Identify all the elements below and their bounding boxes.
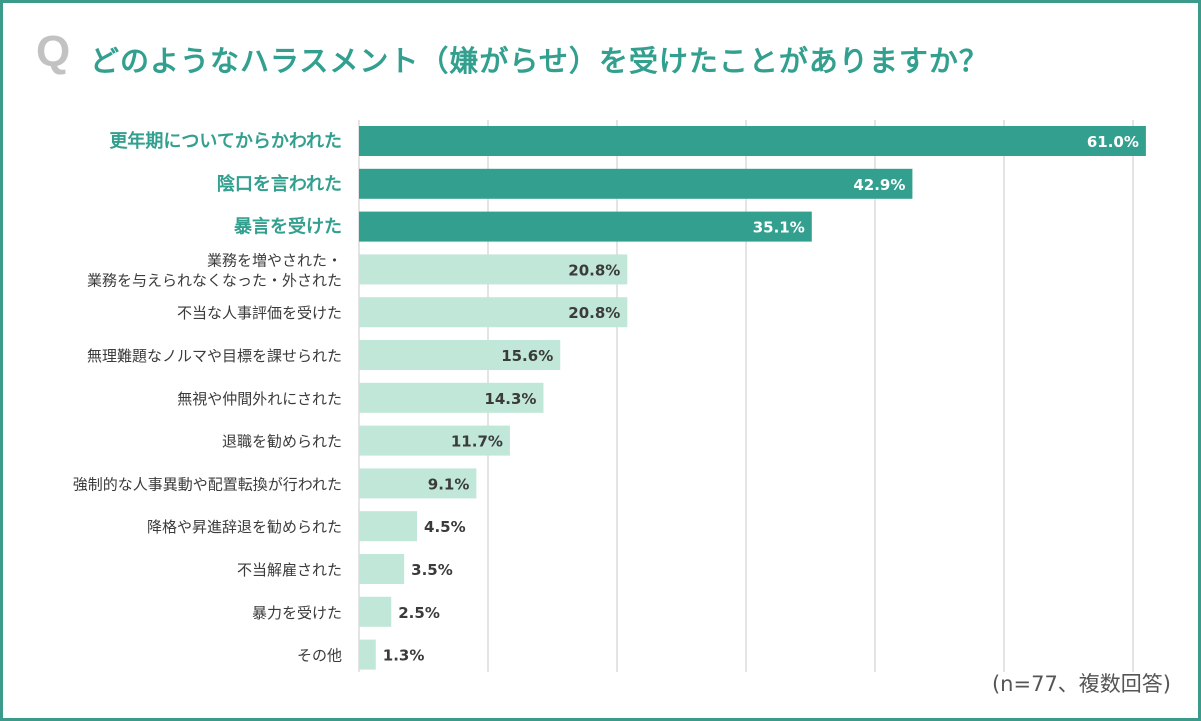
category-label: 無視や仲間外れにされた [177,390,342,408]
bar [359,596,392,627]
value-label: 11.7% [451,433,503,451]
category-label: 退職を勧められた [222,433,342,451]
bar [359,168,913,199]
category-label: 陰口を言われた [217,173,342,195]
category-label: 更年期についてからかわれた [109,130,342,152]
bar [359,254,628,285]
question-mark-icon: Q [36,27,71,76]
value-label: 15.6% [501,347,553,365]
value-label: 61.0% [1087,133,1139,151]
value-label: 2.5% [398,604,440,622]
category-label: 業務を増やされた・ [207,251,342,269]
bar [359,126,1146,156]
value-label: 20.8% [568,304,620,322]
value-label: 42.9% [853,176,905,194]
bar [359,639,376,670]
value-label: 3.5% [411,561,453,579]
category-label: 無理難題なノルマや目標を課せられた [87,347,342,365]
value-label: 35.1% [753,219,805,237]
value-label: 20.8% [568,261,620,279]
chart-title: どのようなハラスメント（嫌がらせ）を受けたことがありますか？ [90,44,989,78]
category-label: 不当解雇された [237,561,342,579]
bar [359,554,405,584]
category-label: 業務を与えられなくなった・外された [87,271,342,289]
category-label: 不当な人事評価を受けた [177,304,342,322]
value-label: 14.3% [484,390,536,408]
value-label: 1.3% [383,647,425,665]
bar [359,297,628,328]
value-label: 4.5% [424,518,466,536]
category-label: その他 [297,647,342,665]
category-label: 降格や昇進辞退を勧められた [147,518,342,536]
category-label: 暴力を受けた [252,604,342,622]
bar [359,511,418,542]
value-label: 9.1% [428,475,470,493]
category-label: 暴言を受けた [234,216,342,238]
category-label: 強制的な人事異動や配置転換が行われた [73,475,342,493]
bar [359,425,510,456]
bar [359,382,544,413]
footnote: (n=77、複数回答) [991,672,1171,696]
bar [359,211,812,242]
bar [359,340,561,370]
bar [359,468,477,499]
